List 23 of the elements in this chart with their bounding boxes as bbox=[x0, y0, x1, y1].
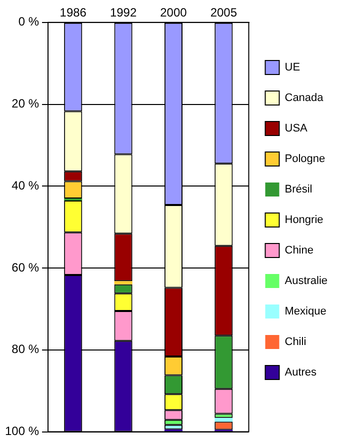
legend-label: Chine bbox=[284, 244, 314, 257]
legend-label: UE bbox=[284, 62, 300, 74]
x-tick-label: 1986 bbox=[60, 6, 87, 20]
x-tick-label: 2005 bbox=[210, 6, 238, 20]
legend-label: Chili bbox=[284, 336, 306, 348]
y-tick-label: 80 % bbox=[12, 342, 40, 356]
y-tick-label: 0 % bbox=[18, 14, 40, 29]
bar bbox=[214, 418, 233, 422]
legend-label: Pologne bbox=[284, 153, 326, 166]
x-tick-label: 1992 bbox=[110, 6, 137, 20]
bar bbox=[114, 281, 132, 284]
legend-label: Brésil bbox=[284, 184, 312, 196]
y-tick-label: 40 % bbox=[12, 178, 40, 192]
legend-label: Mexique bbox=[284, 306, 326, 318]
legend-label: Hongrie bbox=[284, 214, 324, 226]
legend-label: USA bbox=[284, 122, 308, 135]
legend-label: Australie bbox=[284, 275, 328, 288]
y-tick-label: 100 % bbox=[4, 424, 40, 438]
legend-label: Canada bbox=[284, 92, 324, 104]
legend-label: Autres bbox=[284, 366, 318, 379]
y-tick-label: 60 % bbox=[12, 260, 40, 274]
y-tick-label: 20 % bbox=[12, 96, 40, 111]
x-tick-label: 2000 bbox=[160, 6, 188, 20]
